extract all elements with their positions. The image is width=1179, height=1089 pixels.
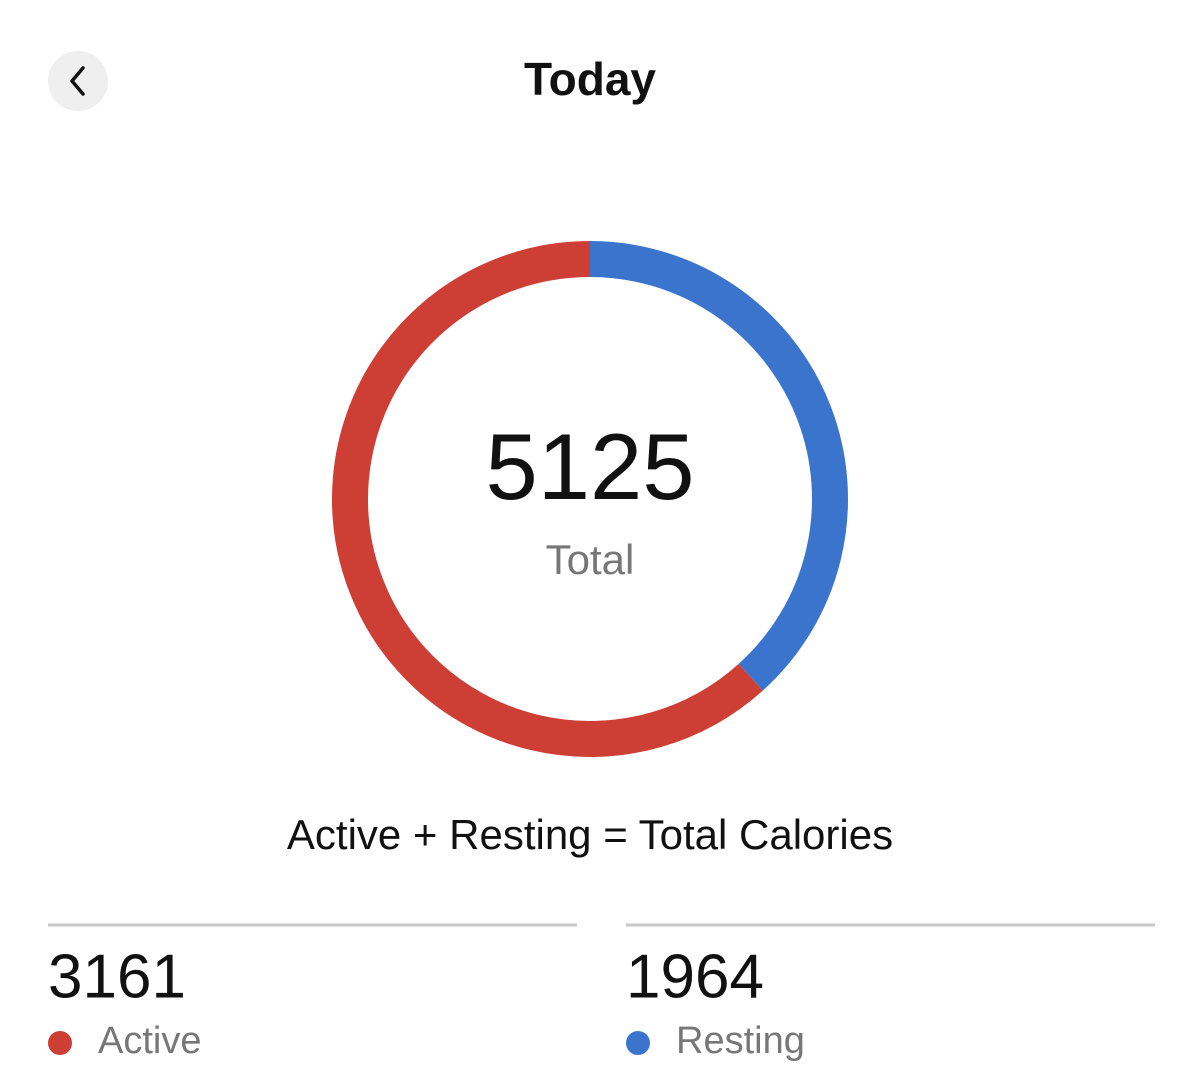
back-button[interactable] [48, 51, 108, 111]
stat-value: 1964 [626, 942, 764, 1011]
legend-dot [48, 1031, 72, 1055]
legend-dot [626, 1031, 650, 1055]
legend-label: Active [98, 1020, 201, 1062]
donut-segment [332, 241, 763, 757]
caption: Active + Resting = Total Calories [287, 811, 893, 858]
donut-segment [589, 241, 848, 691]
stats: 3161 Active 1964 Resting [48, 923, 1155, 1062]
total-value: 5125 [485, 414, 694, 519]
legend-label: Resting [676, 1020, 805, 1062]
total-label: Total [546, 536, 635, 583]
stat-value: 3161 [48, 942, 186, 1011]
page-title: Today [524, 53, 656, 105]
back-chevron[interactable] [70, 66, 85, 96]
back-button-bg[interactable] [48, 51, 108, 111]
donut-chart [332, 241, 848, 757]
